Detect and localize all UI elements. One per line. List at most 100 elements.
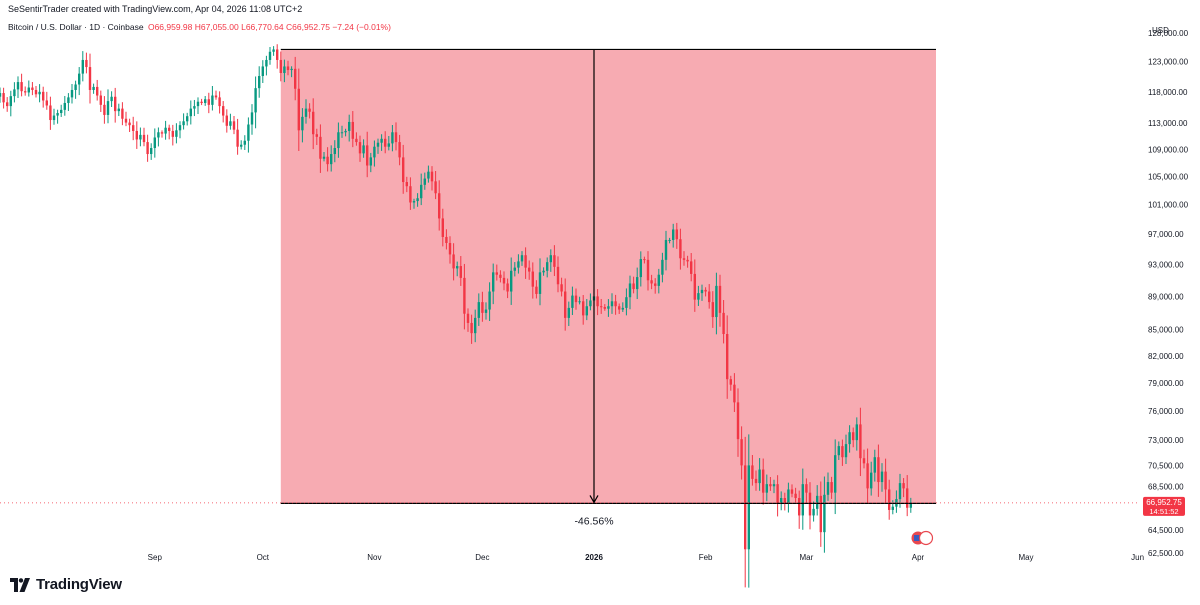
candle-body: [812, 508, 815, 516]
candle-body: [873, 457, 876, 473]
candle-body: [420, 184, 423, 199]
y-tick-label: 89,000.00: [1148, 292, 1184, 301]
candle-body: [556, 266, 560, 285]
candle-body: [621, 307, 624, 310]
candle-body: [445, 236, 448, 243]
candle-body: [542, 270, 545, 273]
candle-body: [549, 255, 552, 263]
candle-body: [106, 101, 110, 115]
candle-body: [528, 267, 531, 272]
candle-body: [614, 301, 617, 307]
candle-body: [474, 317, 477, 334]
candle-body: [391, 132, 394, 144]
y-tick-label: 123,000.00: [1148, 58, 1189, 67]
candle-body: [844, 444, 848, 458]
candle-body: [337, 132, 340, 149]
candle-body: [538, 272, 542, 294]
candle-body: [726, 334, 729, 380]
candle-body: [355, 138, 358, 143]
ohlc-high: H67,055.00: [194, 22, 239, 32]
candle-body: [358, 142, 362, 154]
candle-body: [866, 463, 869, 489]
candle-body: [34, 89, 38, 95]
candle-body: [819, 495, 822, 533]
candle-body: [834, 455, 837, 493]
event-flag-icon-inner: [914, 535, 922, 541]
candle-body: [290, 68, 293, 71]
candle-body: [38, 91, 41, 95]
candle-body: [618, 306, 621, 310]
y-tick-label: 93,000.00: [1148, 261, 1184, 270]
candle-body: [207, 99, 210, 105]
candle-body: [441, 218, 444, 237]
candle-body: [708, 291, 711, 303]
candle-body: [405, 182, 408, 187]
candle-body: [13, 89, 16, 97]
candle-body: [297, 88, 300, 131]
candle-body: [24, 91, 27, 93]
candle-body: [643, 259, 646, 261]
x-tick-label: 2026: [585, 553, 603, 562]
candle-body: [63, 102, 66, 110]
candle-body: [81, 59, 84, 74]
candle-body: [333, 148, 336, 155]
candle-body: [229, 121, 232, 126]
candle-body: [16, 82, 20, 90]
candle-body: [254, 88, 257, 113]
measure-range[interactable]: [280, 49, 936, 504]
candle-body: [124, 118, 128, 123]
candle-body: [384, 138, 387, 147]
candle-body: [790, 489, 794, 494]
candle-body: [600, 306, 603, 308]
candle-body: [283, 66, 286, 74]
candle-body: [848, 432, 851, 445]
candle-body: [650, 280, 653, 284]
footer: TradingView: [10, 576, 122, 593]
candle-body: [344, 130, 347, 133]
candle-body: [729, 379, 732, 385]
candle-body: [9, 96, 12, 107]
candle-body: [258, 76, 261, 89]
candle-body: [506, 283, 509, 292]
measure-fill: [280, 49, 936, 504]
x-tick-label: Dec: [475, 553, 489, 562]
candle-body: [416, 198, 419, 202]
candle-body: [182, 121, 185, 126]
candle-body: [758, 469, 761, 484]
candle-body: [308, 108, 311, 112]
candle-body: [31, 87, 34, 90]
candle-body: [722, 312, 725, 335]
candle-body: [639, 259, 642, 278]
candle-body: [906, 488, 909, 508]
candle-body: [6, 102, 9, 107]
candle-body: [888, 489, 891, 510]
candle-body: [535, 286, 538, 294]
candle-body: [222, 106, 225, 116]
candle-body: [322, 156, 326, 159]
candle-body: [369, 157, 372, 166]
candle-body: [319, 136, 322, 159]
candle-body: [67, 97, 70, 103]
y-tick-label: 79,000.00: [1148, 379, 1184, 388]
candle-body: [769, 484, 772, 487]
y-tick-label: 70,500.00: [1148, 461, 1184, 470]
candle-body: [157, 132, 160, 138]
candle-body: [146, 142, 149, 155]
candle-body: [808, 492, 812, 516]
candle-body: [114, 96, 117, 112]
candle-body: [247, 124, 250, 141]
candle-body: [351, 121, 354, 139]
candle-body: [366, 145, 369, 166]
candle-body: [553, 255, 556, 267]
candle-body: [628, 283, 632, 298]
candle-body: [589, 300, 592, 307]
candle-body: [679, 239, 682, 259]
y-tick-label: 113,000.00: [1148, 119, 1188, 128]
candle-body: [286, 66, 290, 71]
y-tick-label: 68,500.00: [1148, 482, 1184, 491]
candle-body: [423, 178, 426, 185]
candle-body: [672, 229, 675, 240]
candle-body: [20, 82, 23, 92]
candle-body: [823, 494, 826, 533]
